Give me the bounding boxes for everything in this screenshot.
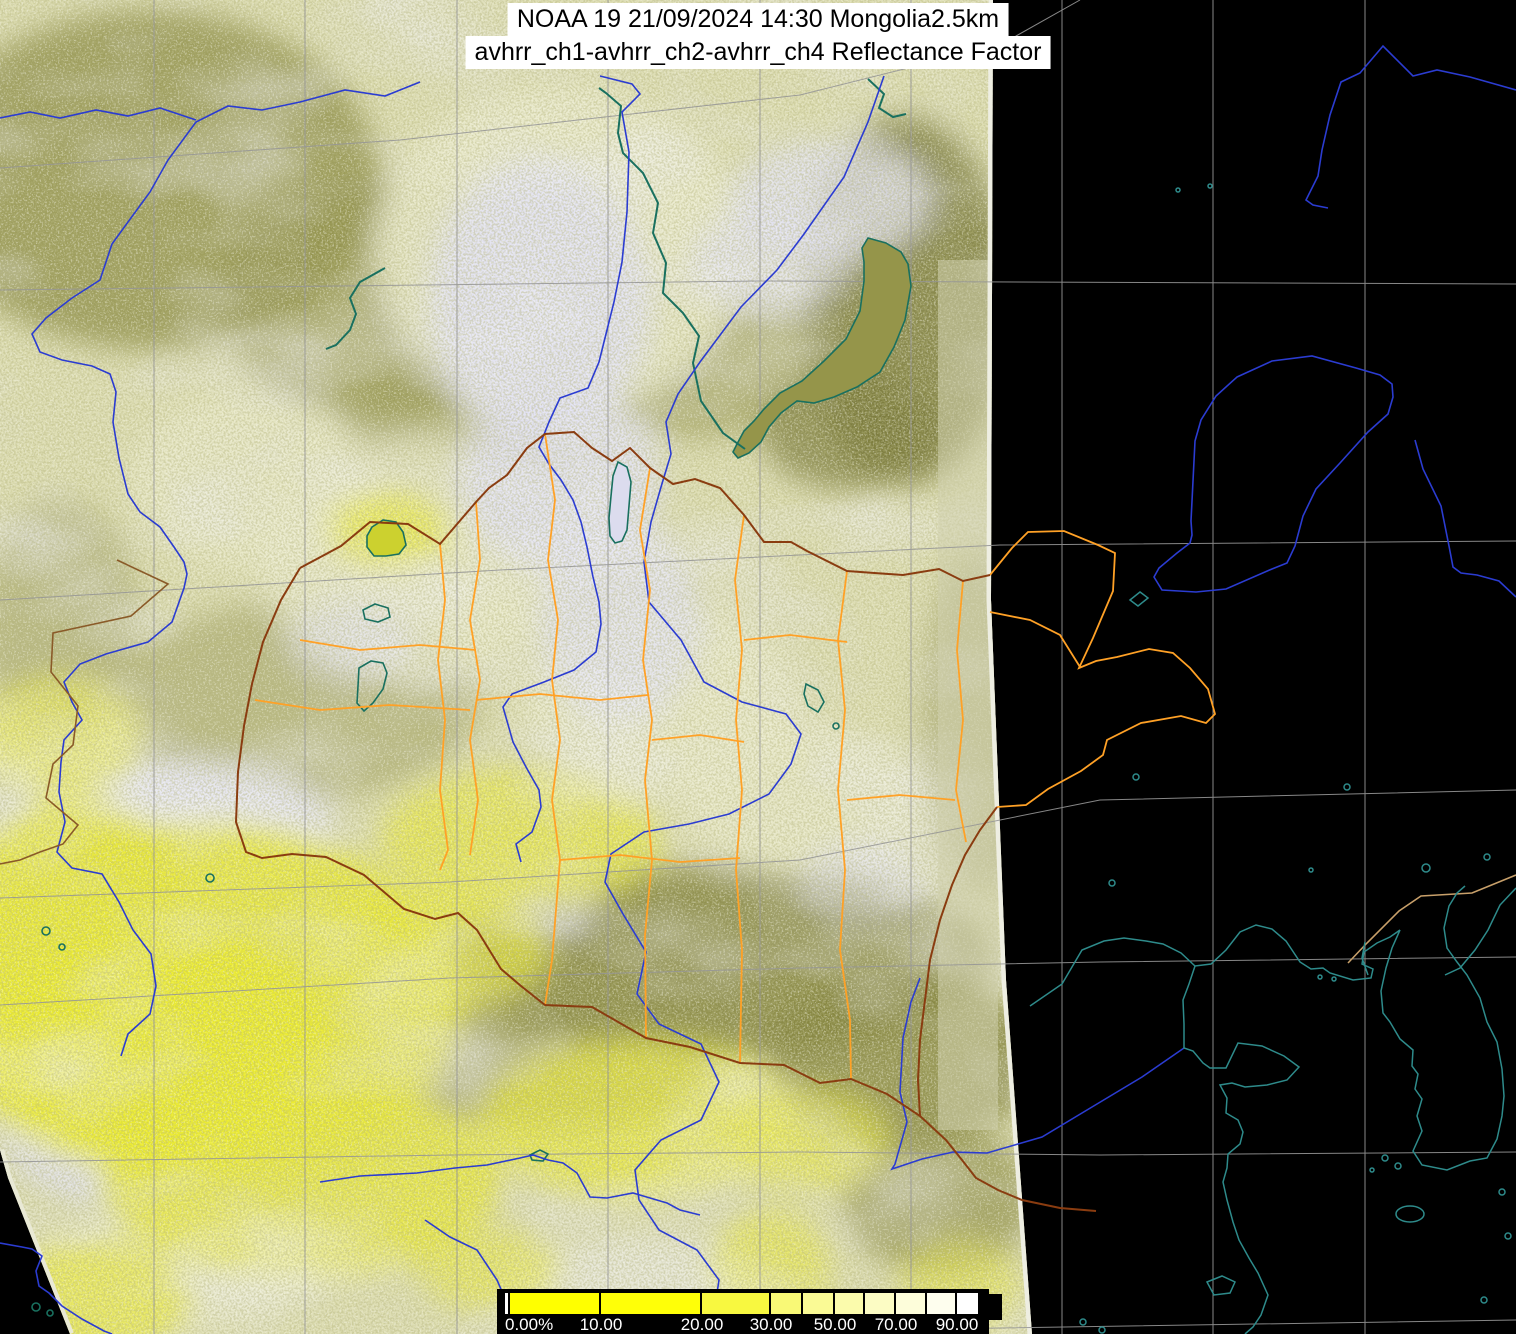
lake-baikal <box>732 237 912 459</box>
river-selenga <box>604 75 885 1334</box>
lake-khovsgol <box>608 460 632 544</box>
mongolia-north-border <box>299 430 991 583</box>
coastlines-layer <box>1029 183 1516 1334</box>
angara-river <box>598 87 746 450</box>
title-line-2: avhrr_ch1-avhrr_ch2-avhrr_ch4 Reflectanc… <box>465 36 1051 69</box>
mongolia-east-border <box>989 530 1217 808</box>
river-yenisei <box>502 75 642 863</box>
river-lena <box>1304 44 1516 209</box>
title-block: NOAA 19 21/09/2024 14:30 Mongolia2.5km a… <box>465 3 1051 69</box>
river-northwest <box>31 81 421 1057</box>
swath-right-fringe <box>986 0 1032 1334</box>
title-line-1: NOAA 19 21/09/2024 14:30 Mongolia2.5km <box>507 3 1009 36</box>
mongolia-south-border <box>234 567 1097 1212</box>
lakes-layer <box>31 237 912 1317</box>
country-borders-layer <box>0 430 1516 1212</box>
coast-bohai-shandong <box>1182 965 1301 1334</box>
lake-uvs <box>366 519 407 557</box>
coast-korea <box>1380 885 1505 1171</box>
yellow-river <box>890 977 1185 1171</box>
river-amur-loop <box>1153 355 1394 593</box>
jeju-island <box>1395 1205 1425 1223</box>
border-northeast-tan <box>1347 874 1516 964</box>
rivers-layer <box>0 44 1516 1334</box>
border-west <box>0 559 170 865</box>
coast-liaodong <box>1029 924 1401 1007</box>
aimag-borders-layer <box>254 433 1217 1080</box>
